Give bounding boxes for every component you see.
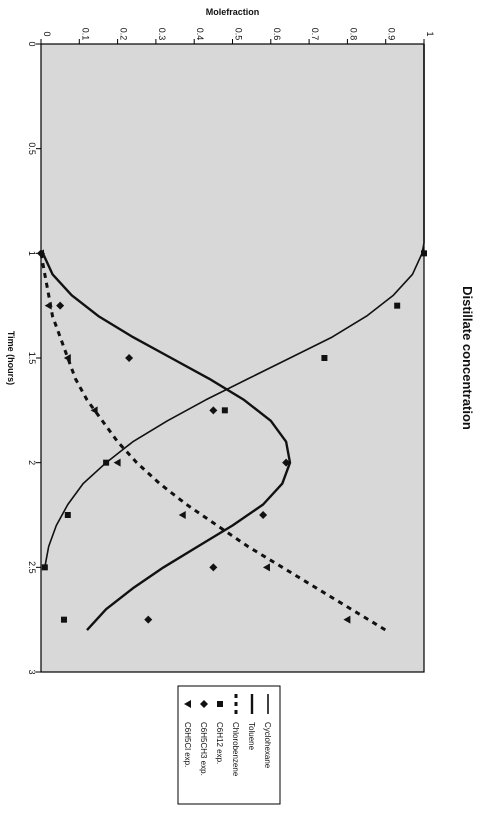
axes-group: 0 0.5 1 1.5 2 2.5 3 0 0.1 0.2 0.3 0.4 0.5 0.6 0.7 0.8 0.… bbox=[27, 28, 435, 675]
data-point-diamond bbox=[56, 301, 65, 310]
data-point-triangle bbox=[90, 406, 98, 415]
x-tick-label: 0.5 bbox=[27, 142, 37, 155]
data-point-triangle bbox=[343, 615, 351, 624]
series-line-chlorobenzene bbox=[39, 253, 387, 632]
data-point-square bbox=[394, 302, 401, 309]
y-tick-label: 0.2 bbox=[119, 28, 129, 41]
plot-area bbox=[41, 44, 424, 672]
series-line-toluene bbox=[41, 252, 292, 631]
y-tick-label: 0.4 bbox=[195, 28, 205, 41]
data-point-triangle bbox=[63, 354, 71, 362]
series-markers bbox=[37, 249, 427, 624]
data-point-square bbox=[64, 512, 71, 518]
data-point-square bbox=[221, 407, 228, 414]
data-point-square bbox=[321, 355, 328, 361]
series-lines bbox=[39, 44, 425, 632]
y-tick-label: 0.1 bbox=[80, 28, 90, 41]
x-tick-label: 1.5 bbox=[27, 352, 37, 365]
legend: Cyclohexane Toluene Chlorobenzene C6H12 exp… bbox=[177, 685, 281, 805]
legend-label: Toluene bbox=[247, 722, 256, 751]
legend-box bbox=[177, 685, 281, 805]
x-tick-label: 0 bbox=[27, 41, 37, 46]
data-point-diamond bbox=[144, 615, 153, 624]
legend-label: C6H5Cl exp. bbox=[183, 722, 192, 767]
x-tick-label: 1 bbox=[27, 251, 37, 256]
y-tick-label: 0.5 bbox=[234, 28, 244, 41]
legend-marker-square bbox=[217, 701, 223, 707]
y-tick-label: 0.9 bbox=[387, 28, 397, 41]
y-axis-title: Molefraction bbox=[206, 7, 260, 17]
data-point-diamond bbox=[209, 563, 218, 572]
data-point-triangle bbox=[262, 563, 270, 572]
legend-marker-triangle bbox=[184, 700, 191, 708]
legend-marker-diamond bbox=[200, 700, 208, 708]
y-tick-label: 0.3 bbox=[157, 28, 167, 41]
data-point-diamond bbox=[209, 406, 218, 415]
data-point-square bbox=[41, 564, 48, 571]
y-tick-label: 0 bbox=[42, 31, 52, 36]
chart-title: Distillate concentration bbox=[460, 286, 475, 430]
data-point-triangle bbox=[44, 301, 52, 310]
legend-label: C6H5CH3 exp. bbox=[199, 722, 208, 776]
x-tick-label: 2 bbox=[27, 460, 37, 465]
y-tick-label: 0.7 bbox=[310, 28, 320, 41]
legend-label: Chlorobenzene bbox=[231, 722, 240, 777]
x-tick-label: 3 bbox=[27, 669, 37, 674]
x-axis-title: Time (hours) bbox=[6, 331, 16, 385]
legend-label: C6H12 exp. bbox=[215, 722, 224, 764]
data-point-triangle bbox=[37, 249, 44, 258]
data-point-triangle bbox=[113, 458, 121, 467]
y-tick-label: 0.6 bbox=[272, 28, 282, 41]
data-point-triangle bbox=[178, 511, 186, 519]
data-point-square bbox=[103, 459, 110, 466]
legend-label: Cyclohexane bbox=[263, 722, 272, 769]
data-point-square bbox=[421, 250, 427, 257]
x-tick-label: 2.5 bbox=[27, 561, 37, 574]
data-point-diamond bbox=[125, 354, 134, 362]
data-point-diamond bbox=[282, 458, 291, 467]
data-point-diamond bbox=[259, 511, 268, 519]
y-tick-label: 1 bbox=[425, 31, 435, 36]
data-point-square bbox=[60, 616, 67, 623]
y-tick-label: 0.8 bbox=[348, 28, 358, 41]
